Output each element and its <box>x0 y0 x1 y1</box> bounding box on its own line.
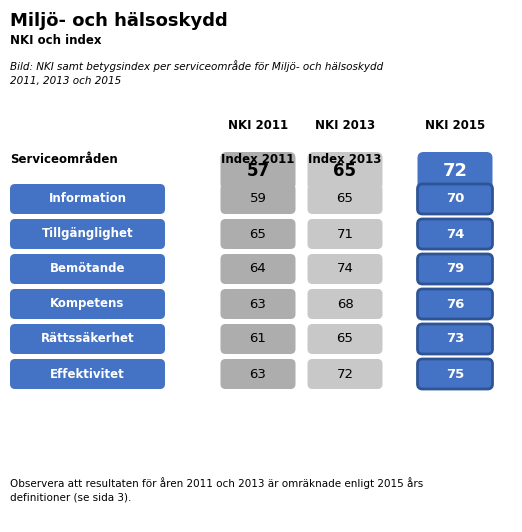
FancyBboxPatch shape <box>307 254 383 284</box>
Text: 71: 71 <box>337 228 353 240</box>
Text: 79: 79 <box>446 262 464 276</box>
Text: 74: 74 <box>337 262 353 276</box>
Text: 65: 65 <box>250 228 266 240</box>
FancyBboxPatch shape <box>10 254 165 284</box>
Text: Effektivitet: Effektivitet <box>50 368 125 380</box>
FancyBboxPatch shape <box>418 184 492 214</box>
Text: 72: 72 <box>443 162 468 180</box>
Text: 61: 61 <box>250 332 266 345</box>
Text: 63: 63 <box>250 368 266 380</box>
Text: Index 2015: Index 2015 <box>418 153 492 166</box>
FancyBboxPatch shape <box>418 324 492 354</box>
Text: 72: 72 <box>337 368 353 380</box>
Text: 75: 75 <box>446 368 464 380</box>
FancyBboxPatch shape <box>10 219 165 249</box>
FancyBboxPatch shape <box>220 289 295 319</box>
Text: NKI och index: NKI och index <box>10 34 101 47</box>
FancyBboxPatch shape <box>10 289 165 319</box>
FancyBboxPatch shape <box>10 324 165 354</box>
Text: NKI 2015: NKI 2015 <box>425 119 485 132</box>
Text: Kompetens: Kompetens <box>50 297 125 311</box>
Text: 57: 57 <box>246 162 269 180</box>
FancyBboxPatch shape <box>307 359 383 389</box>
FancyBboxPatch shape <box>220 152 295 190</box>
Text: 63: 63 <box>250 297 266 311</box>
Text: 73: 73 <box>446 332 464 345</box>
FancyBboxPatch shape <box>418 359 492 389</box>
Text: 74: 74 <box>446 228 464 240</box>
FancyBboxPatch shape <box>307 219 383 249</box>
Text: Serviceområden: Serviceområden <box>10 153 118 166</box>
FancyBboxPatch shape <box>220 254 295 284</box>
FancyBboxPatch shape <box>220 324 295 354</box>
FancyBboxPatch shape <box>418 254 492 284</box>
FancyBboxPatch shape <box>220 359 295 389</box>
Text: NKI 2011: NKI 2011 <box>228 119 288 132</box>
Text: 65: 65 <box>334 162 357 180</box>
Text: Rättssäkerhet: Rättssäkerhet <box>41 332 134 345</box>
FancyBboxPatch shape <box>418 219 492 249</box>
Text: 65: 65 <box>337 193 353 205</box>
Text: 68: 68 <box>337 297 353 311</box>
Text: Observera att resultaten för åren 2011 och 2013 är omräknade enligt 2015 års
def: Observera att resultaten för åren 2011 o… <box>10 477 423 503</box>
FancyBboxPatch shape <box>418 152 492 190</box>
Text: Information: Information <box>49 193 126 205</box>
Text: Index 2011: Index 2011 <box>221 153 295 166</box>
Text: Bild: NKI samt betygsindex per serviceområde för Miljö- och hälsoskydd
2011, 201: Bild: NKI samt betygsindex per serviceom… <box>10 60 383 86</box>
FancyBboxPatch shape <box>220 184 295 214</box>
Text: NKI 2013: NKI 2013 <box>315 119 375 132</box>
Text: Tillgänglighet: Tillgänglighet <box>42 228 133 240</box>
Text: 59: 59 <box>250 193 266 205</box>
FancyBboxPatch shape <box>418 289 492 319</box>
FancyBboxPatch shape <box>220 219 295 249</box>
FancyBboxPatch shape <box>10 359 165 389</box>
Text: Index 2013: Index 2013 <box>309 153 382 166</box>
Text: 76: 76 <box>446 297 464 311</box>
FancyBboxPatch shape <box>10 184 165 214</box>
Text: 64: 64 <box>250 262 266 276</box>
Text: Miljö- och hälsoskydd: Miljö- och hälsoskydd <box>10 12 228 30</box>
Text: 65: 65 <box>337 332 353 345</box>
Text: Bemötande: Bemötande <box>50 262 125 276</box>
Text: 70: 70 <box>446 193 464 205</box>
FancyBboxPatch shape <box>307 289 383 319</box>
FancyBboxPatch shape <box>307 324 383 354</box>
FancyBboxPatch shape <box>307 184 383 214</box>
FancyBboxPatch shape <box>307 152 383 190</box>
